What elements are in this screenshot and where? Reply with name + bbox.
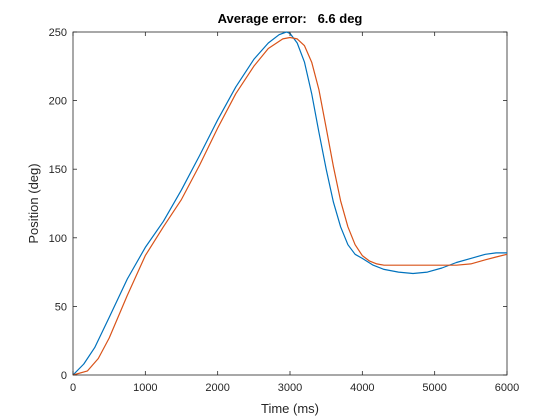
y-tick-label: 250: [49, 27, 67, 39]
tick-layer: 0 1000 2000 3000 4000 5000 6000 0 50 100 150 200 250: [49, 27, 520, 394]
plot-area: [72, 31, 508, 376]
x-axis-label: Time (ms): [261, 401, 319, 416]
y-tick-label: 150: [49, 164, 67, 176]
x-tick-label: 2000: [205, 382, 229, 394]
x-tick-label: 0: [70, 382, 76, 394]
x-tick-label: 3000: [278, 382, 302, 394]
series-line-1: [72, 31, 507, 376]
x-tick-label: 4000: [350, 382, 374, 394]
y-tick-label: 200: [49, 96, 67, 108]
series-line-2: [72, 36, 508, 376]
series-layer: [72, 31, 508, 376]
x-tick-label: 1000: [133, 382, 157, 394]
y-tick-label: 50: [55, 301, 67, 313]
y-tick-label: 0: [61, 370, 67, 382]
chart-title: Average error: 6.6 deg: [218, 11, 363, 26]
y-tick-label: 100: [49, 233, 67, 245]
y-axis-label: Position (deg): [26, 163, 41, 243]
x-tick-label: 6000: [495, 382, 519, 394]
x-tick-label: 5000: [422, 382, 446, 394]
